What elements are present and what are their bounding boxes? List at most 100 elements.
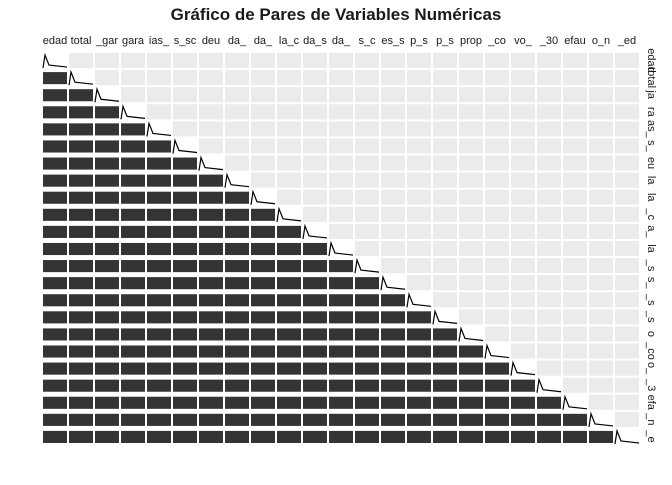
- scatter-panel: [225, 208, 249, 221]
- upper-panel: [615, 343, 639, 359]
- scatter-panel: [199, 362, 223, 375]
- upper-panel: [589, 360, 613, 376]
- upper-panel: [589, 292, 613, 308]
- upper-panel: [589, 377, 613, 393]
- upper-panel: [589, 104, 613, 120]
- scatter-panel: [277, 225, 301, 238]
- upper-panel: [485, 258, 509, 274]
- scatter-panel: [329, 413, 353, 426]
- scatter-panel: [173, 294, 197, 307]
- upper-panel: [563, 206, 587, 222]
- upper-panel: [563, 121, 587, 137]
- upper-panel: [459, 70, 483, 86]
- upper-panel: [615, 206, 639, 222]
- scatter-panel: [199, 242, 223, 256]
- scatter-panel: [173, 225, 197, 238]
- upper-panel: [329, 104, 353, 120]
- upper-panel: [589, 240, 613, 257]
- scatter-panel: [43, 379, 67, 392]
- upper-panel: [485, 121, 509, 137]
- diagonal-density: [198, 155, 224, 171]
- upper-panel: [485, 223, 509, 239]
- scatter-panel: [407, 430, 431, 443]
- upper-panel: [225, 138, 249, 154]
- column-strip-label: da_s: [303, 35, 327, 47]
- upper-panel: [225, 53, 249, 69]
- upper-panel: [381, 189, 405, 205]
- scatter-panel: [433, 328, 457, 341]
- upper-panel: [173, 121, 197, 137]
- column-strip-label: da_: [254, 35, 273, 47]
- scatter-panel: [277, 328, 301, 341]
- upper-panel: [589, 87, 613, 103]
- upper-panel: [537, 70, 561, 86]
- scatter-panel: [199, 208, 223, 221]
- upper-panel: [485, 292, 509, 308]
- upper-panel: [199, 87, 223, 103]
- scatter-panel: [121, 157, 145, 170]
- scatter-panel: [303, 430, 327, 443]
- upper-panel: [511, 258, 535, 274]
- upper-panel: [329, 223, 353, 239]
- upper-panel: [511, 292, 535, 308]
- upper-panel: [537, 240, 561, 257]
- upper-panel: [355, 155, 379, 171]
- upper-panel: [589, 206, 613, 222]
- upper-panel: [615, 70, 639, 86]
- scatter-panel: [173, 277, 197, 290]
- row-strip-label: _e: [645, 429, 657, 442]
- row-strip-label: _s: [645, 293, 657, 306]
- upper-panel: [459, 206, 483, 222]
- upper-panel: [303, 121, 327, 137]
- scatter-panel: [277, 362, 301, 375]
- upper-panel: [433, 104, 457, 120]
- scatter-panel: [459, 396, 483, 409]
- upper-panel: [329, 189, 353, 205]
- upper-panel: [589, 326, 613, 342]
- upper-panel: [459, 87, 483, 103]
- scatter-panel: [329, 328, 353, 341]
- scatter-panel: [277, 379, 301, 392]
- upper-panel: [251, 87, 275, 103]
- scatter-panel: [537, 430, 561, 443]
- upper-panel: [381, 155, 405, 171]
- upper-panel: [563, 292, 587, 308]
- scatter-panel: [251, 345, 275, 358]
- scatter-panel: [303, 396, 327, 409]
- scatter-panel: [251, 294, 275, 307]
- upper-panel: [589, 258, 613, 274]
- scatter-panel: [121, 277, 145, 290]
- upper-panel: [329, 70, 353, 86]
- upper-panel: [459, 189, 483, 205]
- upper-panel: [459, 292, 483, 308]
- upper-panel: [381, 172, 405, 188]
- scatter-panel: [199, 430, 223, 443]
- upper-panel: [277, 121, 301, 137]
- scatter-panel: [147, 277, 171, 290]
- column-strip-label: ias_: [149, 35, 170, 47]
- diagonal-density: [250, 189, 276, 205]
- scatter-panel: [173, 157, 197, 170]
- scatter-panel: [147, 208, 171, 221]
- upper-panel: [615, 53, 639, 69]
- upper-panel: [433, 155, 457, 171]
- upper-panel: [355, 223, 379, 239]
- upper-panel: [407, 172, 431, 188]
- upper-panel: [407, 70, 431, 86]
- column-strip-label: _ed: [617, 35, 636, 47]
- scatter-panel: [147, 328, 171, 341]
- scatter-panel: [433, 379, 457, 392]
- scatter-panel: [277, 277, 301, 290]
- scatter-panel: [277, 260, 301, 273]
- scatter-panel: [433, 430, 457, 443]
- scatter-panel: [69, 362, 93, 375]
- scatter-panel: [69, 277, 93, 290]
- scatter-panel: [511, 396, 535, 409]
- upper-panel: [173, 53, 197, 69]
- scatter-panel: [355, 345, 379, 358]
- upper-panel: [433, 258, 457, 274]
- column-strip-label: da_: [332, 35, 351, 47]
- upper-panel: [433, 87, 457, 103]
- column-strip-label: prop: [460, 35, 482, 47]
- scatter-panel: [407, 328, 431, 341]
